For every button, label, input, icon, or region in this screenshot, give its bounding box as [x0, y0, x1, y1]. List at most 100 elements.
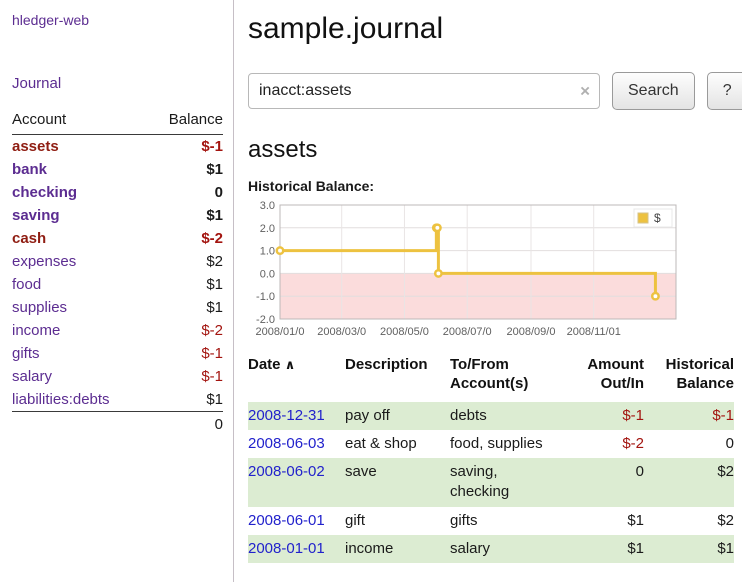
account-link-income[interactable]: income — [12, 322, 61, 339]
account-balance-income: $-2 — [201, 322, 223, 339]
register-header-accounts: To/From Account(s) — [450, 356, 529, 392]
account-balance-expenses: $2 — [206, 253, 223, 270]
account-link-food[interactable]: food — [12, 276, 42, 293]
account-balance-food: $1 — [206, 276, 223, 293]
chart-title: Historical Balance: — [248, 178, 375, 194]
register-row: 2008-12-31 pay off debts $-1 $-1 — [248, 401, 734, 430]
account-balance-checking: 0 — [214, 184, 223, 201]
account-link-cash[interactable]: cash — [12, 230, 47, 247]
register-amount: $-2 — [622, 434, 644, 452]
date-header-label: Date — [248, 356, 281, 373]
svg-text:0.0: 0.0 — [260, 268, 275, 280]
search-form: × Search ? — [248, 72, 742, 110]
svg-text:2008/07/0: 2008/07/0 — [443, 326, 492, 338]
account-row: liabilities:debts $1 — [12, 388, 223, 412]
svg-text:2008/09/0: 2008/09/0 — [507, 326, 556, 338]
register-header-date[interactable]: Date ∧ — [248, 356, 345, 402]
accounts-total-row: 0 — [12, 411, 223, 436]
accounts-table: Account Balance assets $-1 bank $1 check… — [12, 108, 223, 436]
register-header-amount: Amount Out/In — [587, 356, 644, 392]
journal-link[interactable]: Journal — [12, 75, 62, 92]
account-link-gifts[interactable]: gifts — [12, 345, 40, 362]
svg-text:$: $ — [654, 211, 661, 225]
register-description: gift — [345, 511, 366, 529]
register-balance: $1 — [717, 539, 734, 557]
account-link-saving[interactable]: saving — [12, 207, 60, 224]
account-row: expenses $2 — [12, 250, 223, 273]
svg-text:3.0: 3.0 — [260, 200, 275, 212]
account-balance-cash: $-2 — [201, 230, 223, 247]
account-row: saving $1 — [12, 204, 223, 227]
app-title-link[interactable]: hledger-web — [12, 12, 90, 28]
sidebar: hledger-web Journal Account Balance asse… — [0, 0, 234, 582]
accounts-header-account: Account — [12, 108, 148, 135]
account-link-salary[interactable]: salary — [12, 368, 53, 385]
register-amount: 0 — [635, 463, 644, 480]
register-accounts: gifts — [450, 511, 478, 529]
register-header-balance: Historical Balance — [665, 356, 734, 392]
page-title: sample.journal — [248, 12, 444, 45]
search-button[interactable]: Search — [612, 72, 695, 110]
account-heading: assets — [248, 136, 318, 163]
main-content: sample.journal × Search ? assets Histori… — [234, 0, 742, 582]
register-description: eat & shop — [345, 434, 417, 452]
account-link-checking[interactable]: checking — [12, 184, 78, 201]
help-button[interactable]: ? — [706, 72, 742, 110]
register-date-link[interactable]: 2008-06-03 — [248, 434, 325, 452]
register-accounts: salary — [450, 539, 491, 557]
register-description: income — [345, 539, 394, 557]
search-box: × — [248, 73, 600, 109]
account-link-expenses[interactable]: expenses — [12, 253, 77, 270]
account-row: gifts $-1 — [12, 342, 223, 365]
account-link-bank[interactable]: bank — [12, 161, 48, 178]
account-balance-gifts: $-1 — [201, 345, 223, 362]
account-balance-salary: $-1 — [201, 368, 223, 385]
account-link-assets[interactable]: assets — [12, 138, 59, 155]
sort-ascending-icon: ∧ — [284, 357, 296, 372]
register-balance: 0 — [725, 434, 734, 452]
account-row: checking 0 — [12, 181, 223, 204]
svg-text:2.0: 2.0 — [260, 223, 275, 235]
svg-text:2008/01/0: 2008/01/0 — [256, 326, 305, 338]
register-date-link[interactable]: 2008-01-01 — [248, 539, 325, 557]
account-link-supplies[interactable]: supplies — [12, 299, 68, 316]
accounts-header-balance: Balance — [147, 108, 223, 135]
account-row: salary $-1 — [12, 365, 223, 388]
account-row: supplies $1 — [12, 296, 223, 319]
account-row: bank $1 — [12, 158, 223, 181]
account-balance-liabilities-debts: $1 — [206, 391, 223, 408]
register-row: 2008-06-02 save saving, checking 0 $2 — [248, 458, 734, 507]
svg-text:2008/03/0: 2008/03/0 — [317, 326, 366, 338]
register-header-row: Date ∧ Description To/From Account(s) Am… — [248, 356, 734, 402]
account-balance-bank: $1 — [206, 161, 223, 178]
account-link-liabilities-debts[interactable]: liabilities:debts — [12, 391, 110, 408]
register-description: save — [345, 463, 377, 480]
search-input[interactable] — [248, 73, 600, 109]
register-header-description: Description — [345, 356, 428, 373]
register-accounts: saving, checking — [450, 463, 510, 501]
register-row: 2008-06-01 gift gifts $1 $2 — [248, 507, 734, 535]
register-date-link[interactable]: 2008-12-31 — [248, 406, 325, 424]
account-row: cash $-2 — [12, 227, 223, 250]
register-amount: $1 — [627, 511, 644, 529]
register-date-link[interactable]: 2008-06-02 — [248, 463, 325, 480]
account-row: assets $-1 — [12, 135, 223, 159]
register-amount: $1 — [627, 539, 644, 557]
register-row: 2008-01-01 income salary $1 $1 — [248, 534, 734, 563]
register-description: pay off — [345, 406, 390, 424]
register-balance: $2 — [717, 463, 734, 480]
accounts-total-balance: 0 — [147, 411, 223, 436]
register-accounts: food, supplies — [450, 434, 543, 452]
register-date-link[interactable]: 2008-06-01 — [248, 511, 325, 529]
clear-search-icon[interactable]: × — [580, 81, 590, 101]
register-row: 2008-06-03 eat & shop food, supplies $-2… — [248, 430, 734, 458]
svg-text:-2.0: -2.0 — [256, 314, 275, 326]
svg-text:1.0: 1.0 — [260, 246, 275, 258]
account-row: income $-2 — [12, 319, 223, 342]
svg-text:2008/05/0: 2008/05/0 — [380, 326, 429, 338]
svg-text:2008/11/01: 2008/11/01 — [567, 326, 621, 338]
svg-text:-1.0: -1.0 — [256, 291, 275, 303]
register-accounts: debts — [450, 406, 487, 424]
